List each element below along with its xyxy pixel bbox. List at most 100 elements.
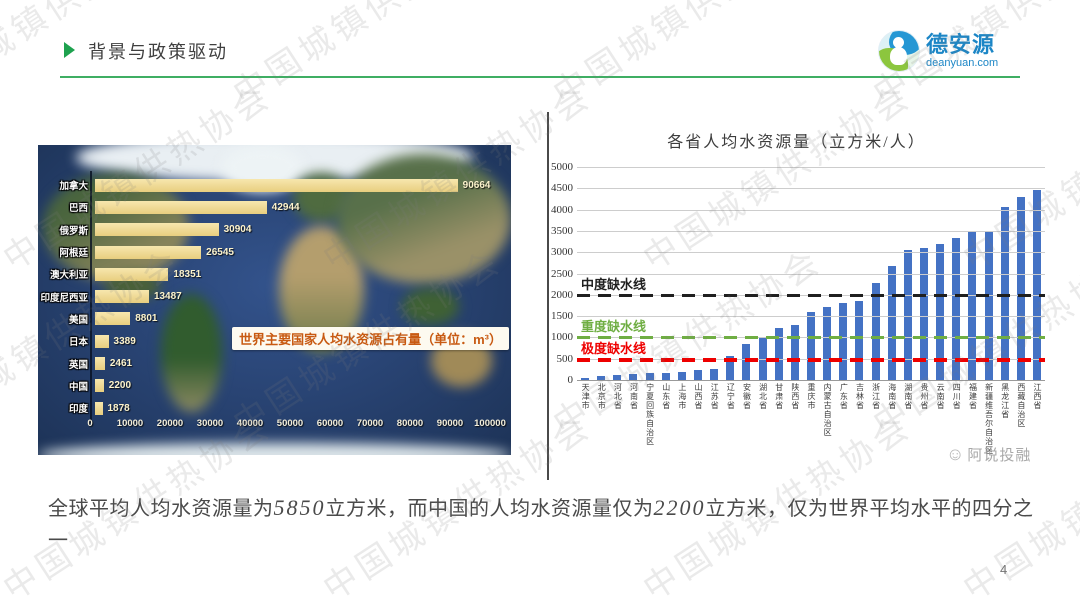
province-label-text: 河北省: [613, 383, 623, 410]
company-logo: 德安源 deanyuan.com: [878, 30, 998, 72]
y-tick-label: 0: [567, 374, 574, 386]
province-label-text: 浙江省: [871, 383, 881, 410]
page-title: 背景与政策驱动: [88, 42, 228, 62]
bar-slot: [981, 167, 997, 380]
country-row: 澳大利亚 18351: [38, 263, 511, 285]
country-label: 巴西: [68, 203, 88, 215]
country-chart-x-ticks: 0 10000 20000 30000 40000 50000 60000 70000 8000…: [38, 418, 511, 434]
province-label-text: 贵州省: [920, 383, 930, 410]
province-label-text: 重庆市: [807, 383, 817, 410]
province-label: 内蒙古自治区: [819, 383, 835, 455]
gridline: [577, 316, 1045, 318]
bar-slot: [997, 167, 1013, 380]
province-bar: [968, 231, 977, 380]
province-bar: [936, 243, 945, 380]
logo-person-figure: [890, 37, 907, 65]
country-row: 巴西 42944: [38, 196, 511, 218]
header-divider: [60, 76, 1020, 78]
country-value: 1878: [107, 402, 130, 414]
country-label: 印度尼西亚: [40, 292, 88, 304]
province-label-text: 宁夏回族自治区: [645, 383, 655, 446]
country-row: 印度 1878: [38, 397, 511, 419]
province-label: 安徽省: [738, 383, 754, 455]
province-label-text: 内蒙古自治区: [823, 383, 833, 437]
province-label: 西藏自治区: [1013, 383, 1029, 455]
province-label: 重庆市: [803, 383, 819, 455]
province-bar: [1033, 190, 1041, 380]
bar-slot: [577, 167, 593, 380]
province-label-text: 江苏省: [710, 383, 720, 410]
bar-slot: [658, 167, 674, 380]
province-bar: [1000, 207, 1009, 380]
chevron-right-icon: [64, 42, 75, 58]
reference-line-label: 极度缺水线: [581, 340, 647, 356]
reference-line: [577, 357, 1045, 362]
x-tick-label: 70000: [356, 418, 384, 429]
province-label: 湖南省: [900, 383, 916, 455]
bar-slot: [964, 167, 980, 380]
province-label-text: 四川省: [952, 383, 962, 410]
page-number: 4: [1000, 562, 1008, 577]
country-value: 3389: [113, 335, 136, 347]
world-map-chart: 加拿大 90664 巴西 42944 俄罗斯 30904 阿根廷 26545 澳大利亚 18351…: [38, 145, 511, 455]
bar-slot: [932, 167, 948, 380]
country-label: 美国: [68, 314, 88, 326]
bar-slot: [706, 167, 722, 380]
country-bar: [95, 379, 104, 393]
province-label: 北京市: [593, 383, 609, 455]
province-label: 贵州省: [916, 383, 932, 455]
province-bar: [629, 374, 638, 380]
province-label: 浙江省: [868, 383, 884, 455]
bar-slot: [642, 167, 658, 380]
province-bar: [742, 343, 751, 380]
province-label-text: 天津市: [581, 383, 591, 410]
summary-number: 2200: [653, 495, 706, 520]
reference-line: [577, 336, 1045, 340]
x-tick-label: 50000: [276, 418, 304, 429]
gridline: [577, 273, 1045, 275]
province-label-text: 湖北省: [758, 383, 768, 410]
province-bar: [613, 374, 622, 380]
chart-watermark-text: 阿说投融: [967, 447, 1032, 464]
province-label: 河北省: [609, 383, 625, 455]
province-label-text: 上海市: [677, 383, 687, 410]
country-value: 2200: [108, 380, 132, 392]
summary-segment: 立方米，而中国的人均水资源量仅为: [325, 498, 654, 520]
province-label-text: 辽宁省: [726, 383, 736, 410]
bar-slot: [803, 167, 819, 380]
country-bar: [95, 200, 267, 214]
country-label: 俄罗斯: [59, 225, 88, 237]
bar-slot: [593, 167, 609, 380]
bar-slot: [819, 167, 835, 380]
province-bar: [952, 238, 961, 380]
province-bar: [581, 377, 590, 380]
province-label: 河南省: [625, 383, 641, 455]
country-row: 美国 8801: [38, 308, 511, 330]
province-bar: [597, 375, 606, 380]
country-label: 日本: [68, 337, 88, 349]
country-value: 30904: [223, 224, 252, 236]
country-label: 澳大利亚: [49, 270, 88, 282]
x-tick-label: 0: [87, 418, 93, 429]
province-label: 山西省: [690, 383, 706, 455]
y-tick-label: 4000: [551, 203, 573, 216]
province-label: 上海市: [674, 383, 690, 455]
province-label-text: 新疆维吾尔自治区: [984, 383, 994, 455]
country-bar: [95, 401, 103, 415]
logo-text: 德安源 deanyuan.com: [926, 33, 998, 69]
country-value: 18351: [173, 268, 202, 280]
country-label: 印度: [68, 404, 88, 416]
province-chart-title: 各省人均水资源量（立方米/人）: [667, 134, 926, 151]
y-tick-label: 1500: [551, 310, 573, 323]
province-label: 陕西省: [787, 383, 803, 455]
province-chart: 各省人均水资源量（立方米/人） 0 500 1000 1500 2000 2500 3000…: [545, 112, 1048, 480]
country-row: 俄罗斯 30904: [38, 219, 511, 241]
province-label: 云南省: [932, 383, 948, 455]
bar-slot: [948, 167, 964, 380]
province-bar: [855, 300, 864, 380]
province-label: 福建省: [964, 383, 980, 455]
province-label: 辽宁省: [722, 383, 738, 455]
gridline: [577, 252, 1045, 254]
province-label: 江西省: [1029, 383, 1045, 455]
country-label: 英国: [68, 359, 88, 371]
